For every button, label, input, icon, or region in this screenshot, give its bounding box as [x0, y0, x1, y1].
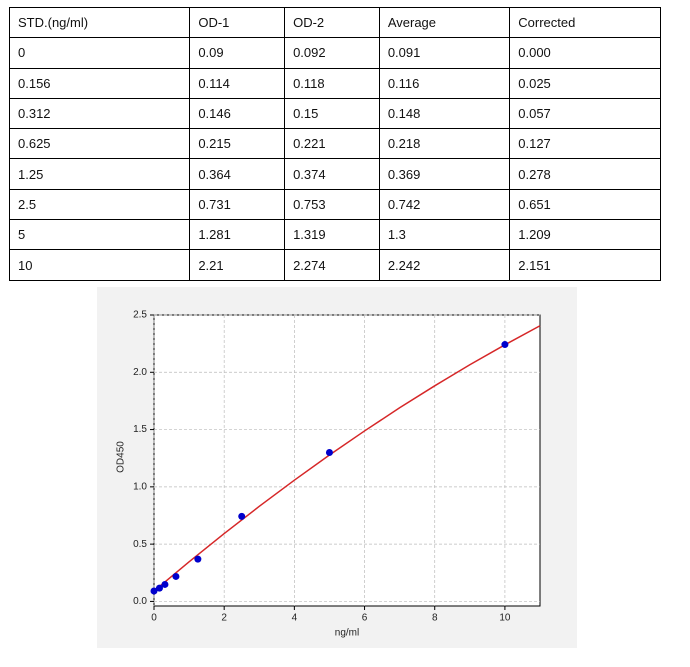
y-tick-label: 2.0	[133, 367, 147, 378]
x-axis-label: ng/ml	[335, 628, 359, 639]
table-cell: 2.242	[378, 249, 511, 281]
data-point	[194, 555, 202, 563]
table-cell: 0.651	[509, 188, 661, 221]
table-cell: 0.742	[378, 188, 511, 221]
fit-curve	[153, 325, 541, 592]
table-cell: 0.091	[378, 37, 511, 69]
table-cell: 1.281	[189, 219, 286, 251]
table-row: 5 1.281 1.319 1.3 1.209	[8, 219, 661, 251]
x-tick-label: 10	[499, 613, 511, 624]
x-tick-label: 0	[151, 613, 157, 624]
y-tick-label: 0.0	[133, 596, 147, 607]
table-cell: 0.092	[284, 37, 380, 69]
table-row: 0.312 0.146 0.15 0.148 0.057	[8, 97, 661, 130]
table-cell: 2.274	[284, 249, 380, 281]
table-cell: 0.127	[509, 128, 661, 160]
table-cell: 0.148	[378, 97, 511, 130]
x-tick-label: 4	[292, 613, 298, 624]
table-cell: 5	[8, 219, 191, 251]
table-cell: 0.114	[189, 67, 286, 99]
x-tick-label: 8	[432, 613, 438, 624]
table-cell: 2.5	[8, 188, 191, 221]
table-cell: 0.146	[189, 97, 286, 130]
data-point	[501, 341, 509, 349]
data-point	[325, 448, 333, 456]
x-tick-label: 6	[362, 613, 368, 624]
table-cell: 0.15	[284, 97, 380, 130]
y-tick-label: 1.5	[133, 424, 147, 435]
table-cell: 0.218	[378, 128, 511, 160]
data-point	[161, 580, 169, 588]
data-point	[238, 512, 246, 520]
table-cell: 1.209	[509, 219, 661, 251]
table-row: 0 0.09 0.092 0.091 0.000	[8, 37, 661, 69]
table-cell: 0.156	[8, 67, 191, 99]
y-tick-label: 2.5	[133, 310, 147, 321]
y-tick-label: 1.0	[133, 481, 147, 492]
table-cell: 1.25	[8, 158, 191, 190]
table-cell: OD-2	[284, 6, 380, 39]
table-row: 10 2.21 2.274 2.242 2.151	[8, 249, 661, 281]
chart: ng/ml OD450 0 2 4 6 8 10 0.0 0.5 1.0 1.5 2.0 2.5	[97, 287, 577, 648]
table-cell: 0.000	[509, 37, 661, 69]
table-cell: 0.278	[509, 158, 661, 190]
table-cell: 0	[8, 37, 191, 69]
data-table: STD.(ng/ml) OD-1 OD-2 Average Corrected 0 0.09…	[8, 6, 661, 281]
x-tick-label: 2	[221, 613, 227, 624]
table-row: 0.625 0.215 0.221 0.218 0.127	[8, 128, 661, 160]
table-cell: 0.625	[8, 128, 191, 160]
table-cell: 0.374	[284, 158, 380, 190]
header-row: STD.(ng/ml) OD-1 OD-2 Average Corrected	[8, 6, 661, 39]
table-cell: 0.364	[189, 158, 286, 190]
table-cell: 10	[8, 249, 191, 281]
table-cell: 2.151	[509, 249, 661, 281]
table-cell: 0.057	[509, 97, 661, 130]
data-point	[150, 587, 158, 595]
table-cell: 1.319	[284, 219, 380, 251]
table-cell: 0.116	[378, 67, 511, 99]
table-cell: 0.731	[189, 188, 286, 221]
table-row: 1.25 0.364 0.374 0.369 0.278	[8, 158, 661, 190]
table-cell: 1.3	[378, 219, 511, 251]
table-cell: 0.369	[378, 158, 511, 190]
table-cell: Corrected	[509, 6, 661, 39]
table-cell: STD.(ng/ml)	[8, 6, 191, 39]
table-cell: OD-1	[189, 6, 286, 39]
plot-area	[153, 314, 541, 607]
table-cell: 2.21	[189, 249, 286, 281]
table-cell: Average	[378, 6, 511, 39]
data-point	[155, 584, 163, 592]
data-point	[172, 572, 180, 580]
y-tick-label: 0.5	[133, 539, 147, 550]
table-row: 0.156 0.114 0.118 0.116 0.025	[8, 67, 661, 99]
table-cell: 0.09	[189, 37, 286, 69]
table-cell: 0.221	[284, 128, 380, 160]
table-cell: 0.312	[8, 97, 191, 130]
table-cell: 0.753	[284, 188, 380, 221]
table-cell: 0.118	[284, 67, 380, 99]
y-axis-label: OD450	[116, 441, 127, 473]
table-cell: 0.025	[509, 67, 661, 99]
table-cell: 0.215	[189, 128, 286, 160]
table-row: 2.5 0.731 0.753 0.742 0.651	[8, 188, 661, 221]
